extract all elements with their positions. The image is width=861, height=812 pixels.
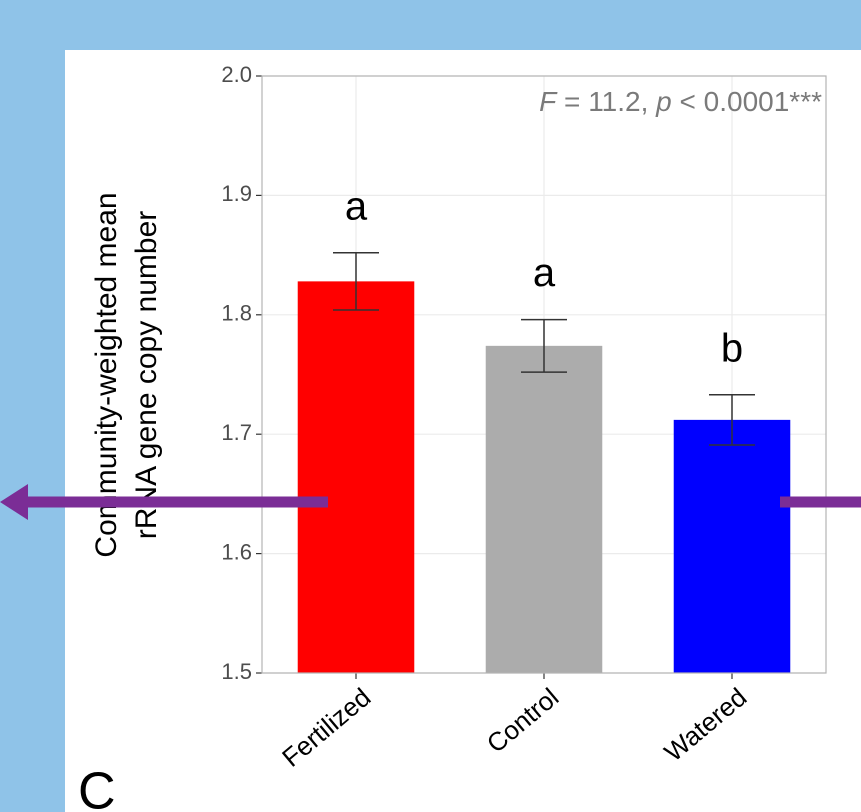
y-tick-label: 1.7 [221,420,252,445]
bar [297,281,415,673]
group-letter: a [533,251,556,295]
panel-label: C [78,763,116,812]
plot-border [261,75,827,674]
plot-area: 1.51.61.71.81.92.0aFertilizedaControlbWa… [221,62,827,773]
y-axis-label: rRNA gene copy number [130,211,163,540]
y-tick-label: 1.9 [221,181,252,206]
bar [485,345,603,673]
annotation-part: < 0.0001*** [672,86,822,117]
group-letter: b [721,326,743,370]
y-tick-label: 1.8 [221,301,252,326]
annotation-part: F [539,86,558,117]
y-tick-label: 1.5 [221,659,252,684]
y-tick-label: 2.0 [221,62,252,87]
y-tick-label: 1.6 [221,539,252,564]
bar [673,419,791,673]
annotation-part: p [655,86,672,117]
group-letter: a [345,184,368,228]
annotation: F = 11.2, p < 0.0001*** [539,86,822,117]
annotation-part: = 11.2, [556,86,656,117]
arrow-head [0,484,28,520]
